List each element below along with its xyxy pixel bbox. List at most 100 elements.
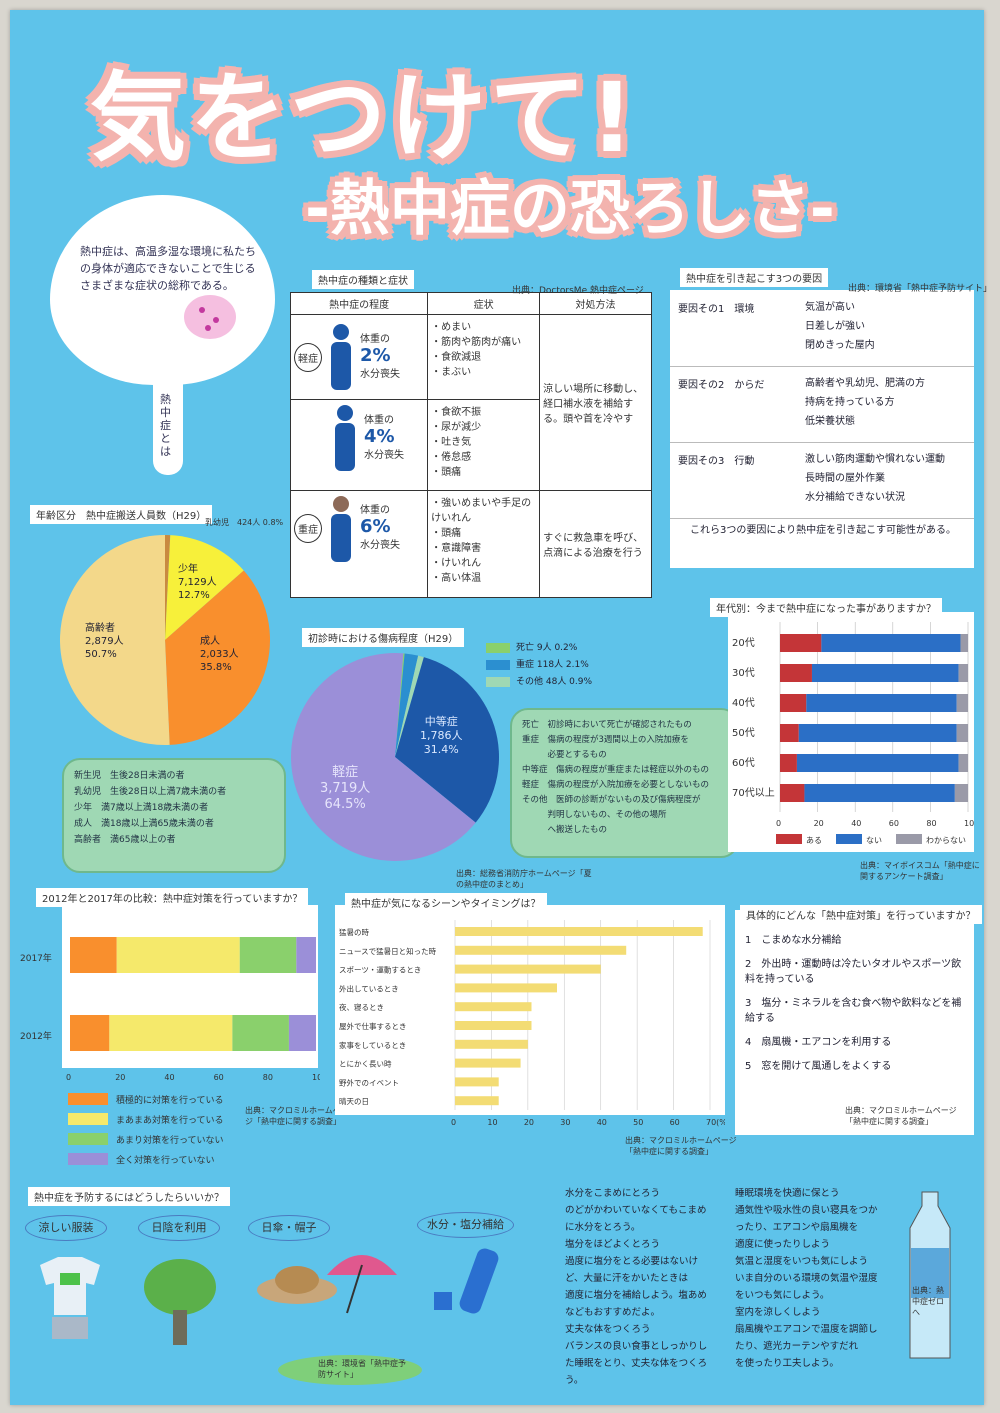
- symptom-item: ・吐き気: [431, 437, 472, 449]
- severity-definition-line: 軽症 傷病の程度が入院加療を必要としないもの: [522, 780, 710, 790]
- symptom-item: ・めまい: [431, 322, 472, 333]
- scene-bar-label: 熱中症が気になるシーンやタイミングは？: [345, 893, 547, 912]
- tip-item: 5 窓を開けて風通しをよくする: [745, 1061, 892, 1072]
- severity-definition-line: 中等症 傷病の程度が重症または軽症以外のもの: [522, 765, 710, 775]
- countermeasure-segment: [109, 1015, 233, 1051]
- axis-tick-label: 40: [851, 819, 861, 828]
- pct-value: 4%: [364, 425, 395, 447]
- causes-label: 熱中症を引き起こす3つの要因: [680, 268, 829, 287]
- age-definition-line: 新生児 生後28日未満の者: [74, 771, 185, 781]
- axis-tick-label: 20: [115, 1073, 125, 1082]
- axis-tick-label: 100(%): [964, 819, 974, 828]
- prevention-line: 室内を涼しくしよう: [735, 1307, 821, 1318]
- pie-slice-youth: [165, 535, 244, 640]
- pct-note: 水分喪失: [360, 368, 400, 380]
- age-bar-segment: [780, 724, 799, 742]
- oval-shade: 日陰を利用: [138, 1215, 220, 1241]
- oval-hydration: 水分・塩分補給: [417, 1212, 514, 1238]
- scene-tick-label: 夜、寝るとき: [339, 1002, 384, 1012]
- pct-label: 体重の: [360, 333, 390, 345]
- legend-swatch: [896, 834, 922, 844]
- legend-swatch: [486, 676, 510, 687]
- prevention-label: 熱中症を予防するにはどうしたらいいか？: [28, 1187, 230, 1206]
- pie-slice-adult: [165, 570, 270, 745]
- countermeasure-segment: [116, 937, 240, 973]
- symptom-item: ・意識障害: [431, 542, 482, 554]
- scene-bar: [455, 1058, 521, 1068]
- symptoms-cell: ・強いめまいや手足のけいれん ・頭痛 ・意識障害 ・けいれん ・高い体温: [427, 489, 541, 599]
- col-header-level: 熱中症の程度: [289, 292, 429, 315]
- water-bottle-icon: [434, 1248, 499, 1314]
- age-bar-segment: [958, 754, 968, 772]
- level-label: 重症: [294, 514, 322, 544]
- symptom-item: ・食欲不振: [431, 407, 482, 419]
- leaf-icon: [278, 1355, 422, 1385]
- scene-bar: [455, 1021, 532, 1030]
- age-bar-segment: [780, 694, 807, 712]
- scene-tick-label: とにかく長い時: [339, 1060, 392, 1069]
- sub-title: -熱中症の恐ろしさ-: [305, 174, 835, 244]
- level-label: 軽症: [294, 342, 322, 372]
- legend-text: わからない: [926, 836, 966, 845]
- symptoms-cell: ・食欲不振 ・尿が減少 ・吐き気 ・倦怠感 ・頭痛: [427, 399, 541, 491]
- prevention-line: 過度に塩分をとる必要はないけど、大量に汗をかいたときは: [565, 1256, 699, 1284]
- age-bar-segment: [956, 724, 968, 742]
- scene-bar: [455, 945, 627, 955]
- prevention-line: を使ったり工夫しよう。: [735, 1358, 839, 1369]
- scene-bar: [455, 964, 601, 974]
- scene-tick-label: 猛暑の時: [339, 927, 369, 937]
- age-bar-segment: [956, 694, 968, 712]
- scene-tick-label: スポーツ・運動するとき: [339, 966, 421, 975]
- age-definition-line: 少年 満7歳以上満18歳未満の者: [74, 803, 209, 813]
- symptom-item: ・頭痛: [431, 527, 462, 539]
- bottle-source: 出典：熱中症ゼロへ: [912, 1286, 944, 1317]
- tip-item: 1 こまめな水分補給: [745, 935, 842, 946]
- cause-name: 要因その2 からだ: [678, 380, 765, 391]
- scene-bar: [455, 927, 703, 936]
- legend-swatch: [68, 1113, 108, 1125]
- cause-line: 高齢者や乳幼児、肥満の方: [805, 378, 925, 389]
- pct-value: 6%: [360, 516, 391, 538]
- prevention-line: 適度に塩分を補給しよう。塩あめなどもおすすめだよ。: [565, 1290, 707, 1318]
- legend-text: あまり対策を行っていない: [116, 1134, 224, 1146]
- scene-bar: [455, 983, 557, 993]
- age-bar-segment: [780, 634, 822, 652]
- pie-slice-elderly: [59, 535, 170, 745]
- legend-swatch: [68, 1153, 108, 1165]
- scene-tick-label: 屋外で仕事するとき: [339, 1021, 407, 1031]
- oval-cool-clothes: 涼しい服装: [25, 1215, 107, 1241]
- year-tick-label: 2012年: [20, 1030, 52, 1042]
- tips-panel: [735, 910, 974, 1135]
- prevention-line: 塩分をほどよくとろう: [565, 1239, 661, 1250]
- tip-item: 2 外出時・運動時は冷たいタオルやスポーツ飲料を持っている: [745, 959, 962, 985]
- brain-icon: [184, 295, 236, 339]
- infant-label: 乳幼児 424人 0.8%: [205, 518, 284, 527]
- cause-row: 要因その1 環境 気温が高い 日差しが強い 閉めきった屋内: [670, 290, 974, 367]
- tree-icon: [144, 1259, 216, 1345]
- cause-row: 要因その2 からだ 高齢者や乳幼児、肥満の方 持病を持っている方 低栄養状態: [670, 366, 974, 443]
- age-bar-segment: [780, 754, 797, 772]
- prevention-line: 水分をこまめにとろう: [565, 1188, 661, 1199]
- scene-bar: [455, 1096, 499, 1106]
- tips-list: 1 こまめな水分補給 2 外出時・運動時は冷たいタオルやスポーツ飲料を持っている 3…: [745, 933, 965, 1083]
- legend-text: 積極的に対策を行っている: [116, 1094, 224, 1106]
- scene-bar-source: 出典：マクロミルホームページ「熱中症に関する調査」: [625, 1136, 737, 1156]
- age-bar-segment: [960, 634, 968, 652]
- legend-text: 重症 118人 2.1%: [516, 660, 589, 670]
- cause-line: 気温が高い: [805, 302, 855, 313]
- symptoms-cell: ・めまい ・筋肉や筋肉が痛い ・食欲減退 ・まぶい: [427, 313, 541, 401]
- prevention-line: 通気性や吸水性の良い寝具をつかったり、エアコンや扇風機を: [735, 1205, 878, 1233]
- symptom-item: ・強いめまいや手足のけいれん: [431, 497, 532, 524]
- countermeasure-label: 2012年と2017年の比較：熱中症対策を行っていますか？: [36, 888, 309, 907]
- pct-note: 水分喪失: [364, 449, 404, 461]
- age-bar-label: 年代別：今まで熱中症になった事がありますか？: [710, 598, 942, 617]
- row-level-cell: 重症 体重の 6% 水分喪失: [289, 489, 429, 599]
- person-figure: [331, 324, 351, 391]
- prevention-line: 適度に使ったりしよう: [735, 1239, 831, 1250]
- severity-definition-line: その他 医師の診断がないもの及び傷病程度が: [522, 795, 701, 805]
- severity-legend-item: 重症 118人 2.1%: [486, 657, 592, 674]
- tip-item: 4 扇風機・エアコンを利用する: [745, 1037, 892, 1048]
- treatment-cell: 涼しい場所に移動し、経口補水液を補給する。頭や首を冷やす: [539, 314, 652, 491]
- legend-text: まあまあ対策を行っている: [116, 1114, 224, 1126]
- countermeasure-segment: [296, 937, 316, 973]
